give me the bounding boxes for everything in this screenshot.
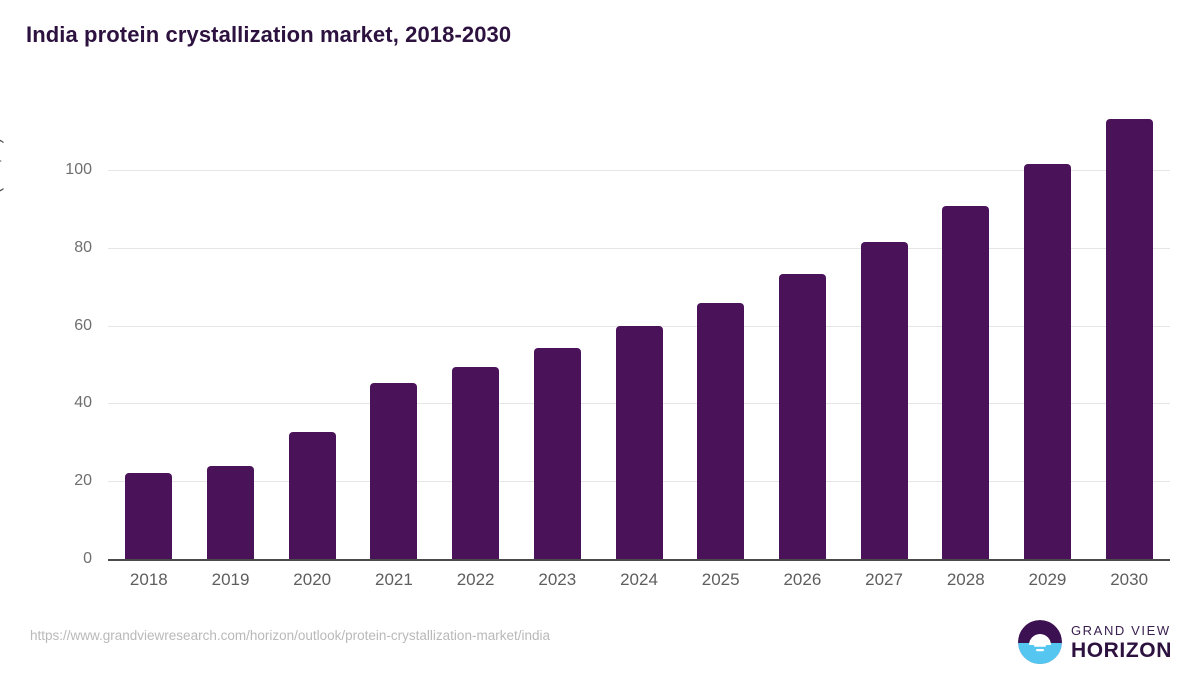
grand-view-horizon-logo[interactable]: GRAND VIEW HORIZON [1017,620,1172,664]
gridline [108,325,1170,327]
x-axis-line [108,559,1170,561]
gridline [108,247,1170,249]
plot-area [108,100,1170,559]
y-tick-label: 40 [74,394,92,412]
bar[interactable] [1023,163,1071,559]
x-tick-label: 2030 [1110,570,1149,589]
bar[interactable] [533,347,581,559]
logo-line-2: HORIZON [1070,638,1172,662]
y-axis-label: Market Size (US$M) [0,137,4,283]
bar[interactable] [1105,118,1153,559]
x-tick-label: 2023 [538,570,577,589]
x-tick-label: 2025 [701,570,740,589]
x-tick-label: 2027 [865,570,903,589]
y-tick-label: 100 [65,161,92,179]
y-tick-label: 0 [83,550,92,567]
x-tick-label: 2029 [1028,570,1067,589]
bar[interactable] [860,242,908,559]
bar[interactable] [778,273,826,559]
bar[interactable] [697,302,745,559]
y-tick-label: 20 [74,472,92,490]
bar[interactable] [615,326,663,559]
x-tick-label: 2022 [456,570,495,589]
x-tick-label: 2018 [129,570,168,589]
bar[interactable] [942,205,990,559]
logo-wordmark: GRAND VIEW HORIZON [1071,624,1172,661]
bar[interactable] [125,473,173,559]
logo-line-1: GRAND VIEW [1070,622,1171,638]
bar[interactable] [288,431,336,559]
x-tick-label: 2024 [620,570,658,589]
x-tick-label: 2028 [946,570,985,589]
gridline [108,170,1170,172]
bar[interactable] [370,383,418,559]
horizon-sun-icon [1017,620,1062,664]
x-tick-label: 2020 [293,570,332,589]
x-tick-label: 2021 [375,570,413,589]
source-url[interactable]: https://www.grandviewresearch.com/horizo… [30,628,550,643]
bar[interactable] [452,366,500,559]
y-tick-label: 60 [74,316,92,334]
x-tick-label: 2019 [211,570,250,589]
chart-title: India protein crystallization market, 20… [26,22,512,47]
y-tick-label: 80 [74,238,92,256]
x-tick-label: 2026 [783,570,822,589]
bar[interactable] [207,466,255,559]
